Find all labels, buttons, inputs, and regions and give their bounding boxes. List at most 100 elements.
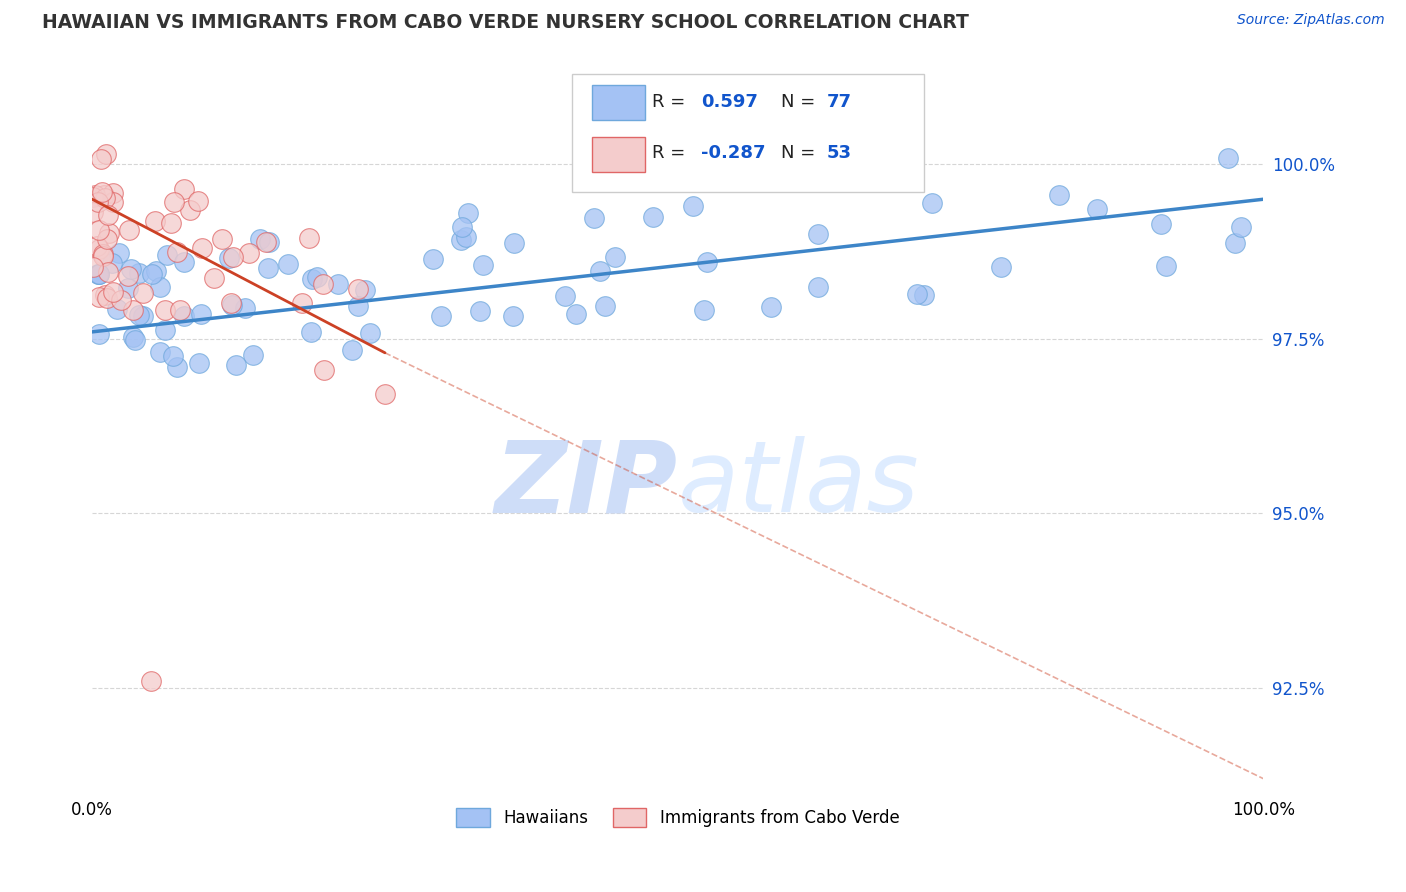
Point: [696, 254, 718, 268]
Point: [565, 307, 588, 321]
Text: 53: 53: [827, 145, 852, 162]
Point: [89, 268, 111, 282]
Point: [87, 242, 110, 256]
Point: [450, 233, 472, 247]
Point: [692, 303, 714, 318]
Point: [166, 245, 188, 260]
Point: [1154, 259, 1177, 273]
Point: [257, 260, 280, 275]
Point: [166, 359, 188, 374]
Point: [430, 309, 453, 323]
Point: [87, 268, 110, 282]
Point: [143, 214, 166, 228]
Point: [1085, 202, 1108, 217]
Point: [291, 295, 314, 310]
Point: [101, 285, 124, 299]
Point: [122, 330, 145, 344]
Point: [301, 272, 323, 286]
Point: [90, 185, 112, 199]
Point: [173, 254, 195, 268]
Point: [326, 277, 349, 291]
Point: [471, 258, 494, 272]
Text: R =: R =: [652, 145, 690, 162]
Point: [187, 194, 209, 209]
Point: [807, 227, 830, 242]
Point: [582, 211, 605, 225]
Point: [101, 255, 124, 269]
Point: [1150, 218, 1173, 232]
Point: [131, 309, 153, 323]
Point: [211, 231, 233, 245]
Point: [807, 280, 830, 294]
Point: [117, 269, 139, 284]
Point: [907, 287, 929, 301]
Point: [94, 191, 117, 205]
Text: HAWAIIAN VS IMMIGRANTS FROM CABO VERDE NURSERY SCHOOL CORRELATION CHART: HAWAIIAN VS IMMIGRANTS FROM CABO VERDE N…: [42, 13, 969, 32]
Point: [353, 283, 375, 297]
Point: [139, 673, 162, 688]
Point: [219, 296, 242, 310]
Point: [156, 248, 179, 262]
Point: [87, 194, 110, 209]
Point: [82, 205, 104, 219]
Point: [179, 202, 201, 217]
Point: [235, 301, 257, 316]
Point: [759, 300, 782, 314]
Point: [242, 348, 264, 362]
Point: [451, 219, 474, 234]
Point: [374, 387, 396, 401]
Point: [921, 196, 943, 211]
Point: [912, 288, 935, 302]
Point: [312, 277, 335, 291]
Point: [141, 267, 163, 281]
Point: [82, 260, 104, 275]
Point: [347, 300, 370, 314]
FancyBboxPatch shape: [572, 74, 924, 192]
Point: [117, 280, 139, 294]
Text: R =: R =: [652, 93, 690, 112]
Point: [1047, 187, 1070, 202]
Text: atlas: atlas: [678, 436, 920, 533]
Point: [97, 264, 120, 278]
Point: [91, 246, 114, 260]
Point: [359, 326, 381, 340]
Point: [454, 230, 477, 244]
Point: [190, 307, 212, 321]
Point: [422, 252, 444, 266]
Point: [257, 235, 280, 250]
Point: [97, 226, 120, 240]
Point: [1230, 219, 1253, 234]
Point: [643, 210, 665, 224]
Point: [249, 232, 271, 246]
Point: [87, 290, 110, 304]
Point: [347, 282, 370, 296]
Point: [149, 279, 172, 293]
Point: [87, 267, 110, 281]
Point: [155, 323, 177, 337]
Point: [238, 245, 260, 260]
FancyBboxPatch shape: [592, 86, 645, 120]
Point: [132, 286, 155, 301]
Point: [277, 257, 299, 271]
Point: [173, 182, 195, 196]
Point: [128, 308, 150, 322]
Point: [593, 299, 616, 313]
Point: [457, 206, 479, 220]
Point: [82, 190, 104, 204]
Point: [145, 264, 167, 278]
Legend: Hawaiians, Immigrants from Cabo Verde: Hawaiians, Immigrants from Cabo Verde: [449, 800, 908, 836]
Point: [90, 152, 112, 166]
Text: -0.287: -0.287: [702, 145, 766, 162]
Point: [149, 345, 172, 359]
Point: [1216, 152, 1239, 166]
Point: [105, 301, 128, 316]
Point: [117, 223, 139, 237]
Text: 0.597: 0.597: [702, 93, 758, 112]
Point: [160, 217, 183, 231]
FancyBboxPatch shape: [592, 136, 645, 172]
Point: [101, 194, 124, 209]
Point: [188, 355, 211, 369]
Point: [128, 266, 150, 280]
Point: [589, 263, 612, 277]
Point: [221, 298, 243, 312]
